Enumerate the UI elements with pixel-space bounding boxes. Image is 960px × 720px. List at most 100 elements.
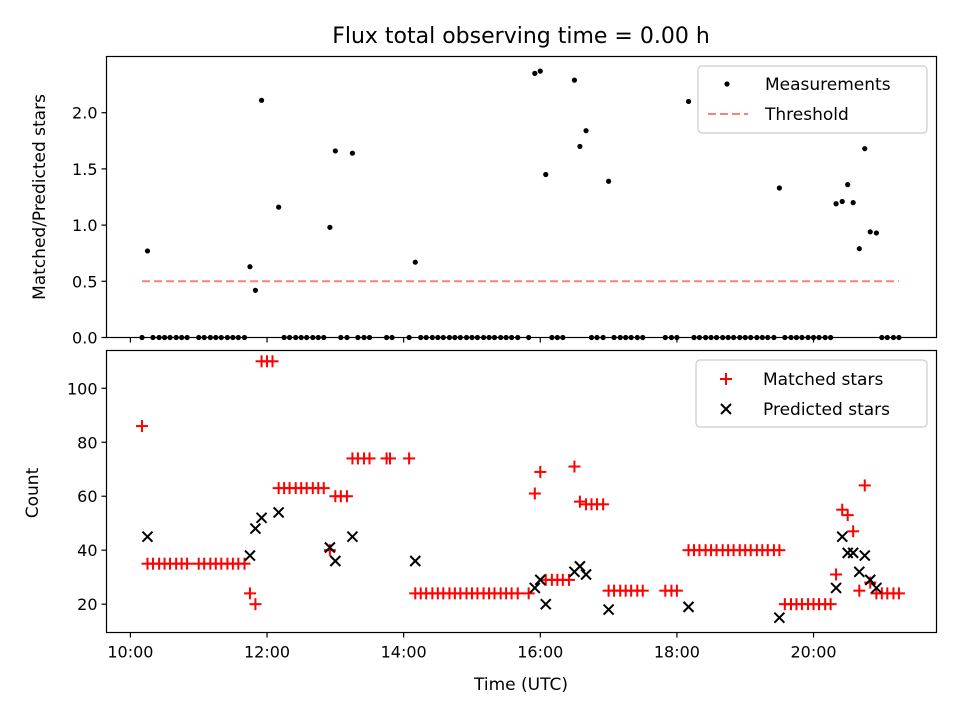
top-y-tick-label: 0.0 <box>72 329 97 348</box>
predicted-point <box>574 560 586 573</box>
legend-predicted-marker <box>720 403 732 415</box>
predicted-point <box>773 611 786 624</box>
measurement-point <box>252 287 259 293</box>
matched-point <box>243 587 256 600</box>
chart-title: Flux total observing time = 0.00 h <box>332 24 710 49</box>
measurement-point <box>276 204 282 210</box>
matched-point <box>841 509 854 522</box>
matched-point <box>181 557 194 570</box>
measurement-point <box>845 182 851 188</box>
bottom-y-tick-label: 60 <box>77 487 97 506</box>
predicted-point <box>847 547 859 559</box>
legend-threshold-label: Threshold <box>764 105 849 125</box>
matched-point <box>858 479 871 492</box>
predicted-point <box>249 522 262 535</box>
predicted-point <box>836 530 848 543</box>
matched-point <box>136 420 149 433</box>
matched-point <box>340 490 353 503</box>
predicted-point <box>540 598 552 610</box>
predicted-point <box>255 512 268 524</box>
measurement-point <box>605 178 612 184</box>
predicted-point <box>870 582 883 594</box>
measurement-point <box>144 248 151 254</box>
matched-point <box>363 452 376 465</box>
legend-predicted-label: Predicted stars <box>763 400 890 420</box>
matched-point <box>249 598 262 611</box>
bottom-y-tick-label: 40 <box>77 541 97 560</box>
bottom-legend: Matched stars Predicted stars <box>695 359 928 428</box>
matched-point <box>511 587 524 600</box>
measurement-point <box>685 98 692 105</box>
top-y-tick-label: 0.5 <box>72 272 97 291</box>
bottom-y-tick-label: 80 <box>77 433 97 452</box>
predicted-point <box>272 506 285 519</box>
measurement-point <box>543 171 549 178</box>
legend-matched-label: Matched stars <box>763 370 883 390</box>
measurement-point <box>258 97 265 103</box>
legend-matched-marker <box>720 373 732 385</box>
bottom-legend-box <box>695 359 928 428</box>
predicted-point <box>324 541 336 554</box>
bottom-y-axis-label: Count <box>23 467 43 518</box>
predicted-point <box>244 549 256 562</box>
matched-point <box>568 460 581 473</box>
measurement-point <box>862 146 868 152</box>
matched-point <box>534 465 547 478</box>
matched-point <box>847 525 860 538</box>
measurement-point <box>412 259 418 265</box>
bottom-x-tick-label: 14:00 <box>381 643 427 662</box>
matched-point <box>573 495 586 508</box>
matched-point <box>597 498 610 511</box>
measurement-point <box>571 77 578 83</box>
x-axis-label: Time (UTC) <box>473 675 568 695</box>
measurement-point <box>577 143 583 150</box>
bottom-x-tick-label: 16:00 <box>517 643 563 662</box>
matched-point <box>773 544 786 557</box>
predicted-point <box>830 582 842 594</box>
predicted-point <box>853 566 866 578</box>
top-legend-box <box>697 65 928 134</box>
matched-point <box>383 452 396 465</box>
matched-point <box>522 587 535 600</box>
top-y-tick-label: 1.0 <box>72 216 97 235</box>
bottom-x-tick-label: 18:00 <box>654 643 700 662</box>
matched-point <box>317 482 330 495</box>
matched-point <box>892 587 905 600</box>
predicted-point <box>859 549 871 562</box>
measurement-point <box>776 185 782 191</box>
measurement-point <box>349 150 356 156</box>
legend-measurements-label: Measurements <box>765 75 891 95</box>
bottom-plot-area <box>136 355 905 624</box>
measurement-point <box>850 200 856 206</box>
top-axes-ticks: 0.0 0.5 1.0 1.5 2.0 <box>72 104 815 348</box>
top-y-tick-label: 1.5 <box>72 160 97 179</box>
matched-point <box>670 584 683 597</box>
bottom-y-tick-label: 100 <box>67 379 98 398</box>
matched-point <box>266 355 279 368</box>
predicted-point <box>864 574 876 586</box>
measurement-point <box>833 201 839 207</box>
predicted-point <box>534 574 546 586</box>
legend-measurements-marker <box>724 81 730 87</box>
matched-point <box>528 487 541 500</box>
measurement-point <box>332 148 338 154</box>
measurement-point <box>873 230 879 236</box>
bottom-x-tick-label: 20:00 <box>790 643 836 662</box>
predicted-point <box>346 530 359 543</box>
bottom-panel: 20 40 60 80 100 10:00 12:00 14:00 16:00 18:00 20:0… <box>23 349 938 695</box>
predicted-point <box>409 555 421 567</box>
measurement-point <box>327 224 333 230</box>
matched-point <box>830 568 843 581</box>
top-axes-frame <box>105 55 938 339</box>
top-y-axis-label: Matched/Predicted stars <box>30 94 50 300</box>
bottom-axes-ticks: 20 40 60 80 100 10:00 12:00 14:00 16:00 18:00 20:0… <box>67 379 837 661</box>
measurement-point <box>839 198 845 205</box>
measurement-point <box>856 246 862 252</box>
matched-point <box>853 584 866 597</box>
top-y-tick-label: 2.0 <box>72 104 97 123</box>
top-legend: Measurements Threshold <box>697 65 928 134</box>
bottom-x-tick-label: 12:00 <box>244 643 290 662</box>
predicted-point <box>329 555 342 567</box>
measurement-point <box>532 70 538 76</box>
measurement-point <box>583 128 589 134</box>
